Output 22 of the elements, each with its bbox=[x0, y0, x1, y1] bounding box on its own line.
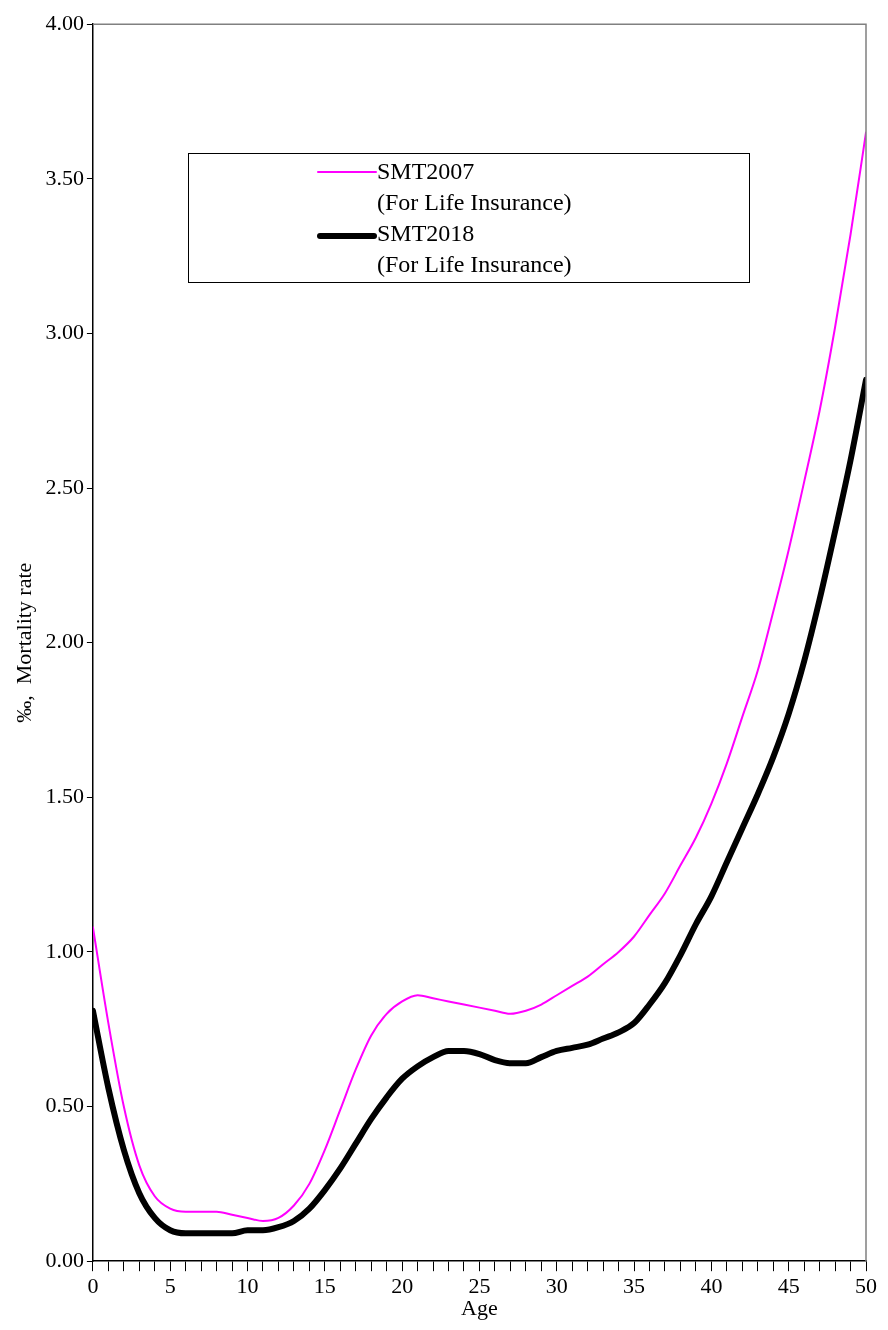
legend-label: SMT2018 (For Life Insurance) bbox=[377, 219, 572, 279]
legend-label: SMT2007 (For Life Insurance) bbox=[377, 157, 572, 217]
x-tick-label: 40 bbox=[700, 1273, 723, 1299]
x-tick-label: 15 bbox=[313, 1273, 336, 1299]
x-tick-label: 35 bbox=[623, 1273, 646, 1299]
y-tick-label: 1.00 bbox=[45, 937, 84, 963]
y-axis-title: ‰, Mortality rate bbox=[10, 562, 36, 723]
x-tick-label: 20 bbox=[391, 1273, 414, 1299]
x-tick-label: 30 bbox=[545, 1273, 568, 1299]
y-tick-label: 4.00 bbox=[45, 9, 84, 35]
y-tick-label: 0.00 bbox=[45, 1246, 84, 1272]
y-tick-label: 2.00 bbox=[45, 628, 84, 654]
x-tick-label: 0 bbox=[87, 1273, 99, 1299]
x-tick-label: 5 bbox=[164, 1273, 176, 1299]
y-tick-label: 3.00 bbox=[45, 319, 84, 345]
x-tick-label: 45 bbox=[777, 1273, 800, 1299]
y-tick-label: 1.50 bbox=[45, 783, 84, 809]
y-tick-label: 0.50 bbox=[45, 1092, 84, 1118]
y-tick-label: 2.50 bbox=[45, 473, 84, 499]
y-tick-label: 3.50 bbox=[45, 164, 84, 190]
x-tick-label: 10 bbox=[236, 1273, 259, 1299]
x-tick-label: 50 bbox=[855, 1273, 877, 1299]
